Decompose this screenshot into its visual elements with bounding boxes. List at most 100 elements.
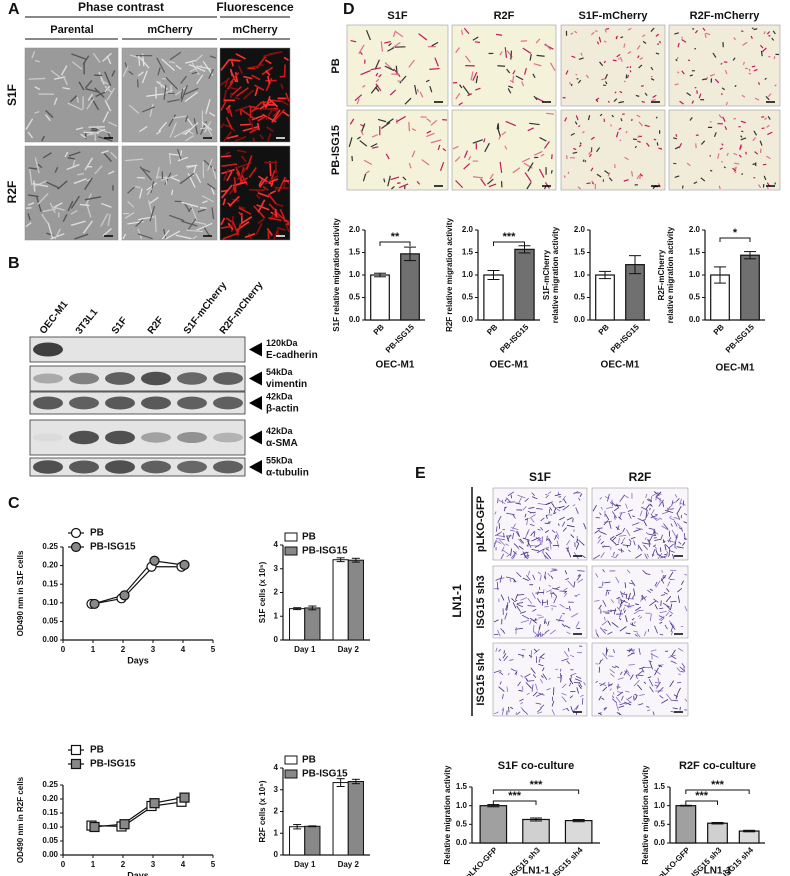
band bbox=[105, 430, 135, 445]
cell bbox=[27, 131, 34, 139]
cell bbox=[574, 121, 578, 125]
cell bbox=[631, 618, 635, 621]
label: *** bbox=[711, 779, 725, 791]
cell bbox=[269, 51, 283, 55]
cell bbox=[458, 102, 463, 106]
cell bbox=[520, 702, 524, 705]
cell bbox=[507, 672, 510, 676]
cell bbox=[674, 494, 678, 498]
cell bbox=[548, 537, 552, 544]
cell bbox=[649, 600, 657, 606]
cell bbox=[421, 159, 430, 166]
cell bbox=[655, 33, 660, 37]
cell bbox=[468, 155, 472, 161]
chart-title: R2F co-culture bbox=[679, 760, 756, 772]
y-tick-label: 4 bbox=[274, 540, 279, 549]
significance-bracket bbox=[685, 800, 718, 805]
cell bbox=[519, 698, 524, 702]
cell bbox=[455, 92, 461, 100]
cell bbox=[640, 598, 643, 602]
cell bbox=[254, 84, 265, 91]
bar bbox=[304, 607, 321, 641]
cell bbox=[668, 544, 674, 549]
cell bbox=[506, 68, 511, 74]
cell bbox=[613, 507, 619, 512]
cell bbox=[273, 229, 279, 240]
cell bbox=[434, 57, 439, 67]
cell bbox=[767, 131, 773, 136]
band bbox=[105, 396, 135, 410]
cell bbox=[616, 596, 620, 600]
cell bbox=[156, 130, 162, 135]
cell bbox=[86, 130, 100, 136]
cell bbox=[549, 62, 556, 71]
cell bbox=[605, 81, 608, 85]
cell bbox=[262, 107, 279, 112]
cell bbox=[500, 628, 504, 632]
cell bbox=[502, 653, 507, 659]
cell bbox=[146, 182, 157, 191]
cell bbox=[763, 175, 767, 181]
cell bbox=[265, 69, 271, 76]
cell bbox=[566, 660, 570, 665]
cell bbox=[653, 598, 659, 603]
cell bbox=[754, 97, 760, 101]
cell bbox=[416, 88, 419, 93]
cell bbox=[732, 57, 736, 61]
cell bbox=[595, 97, 600, 101]
cell bbox=[734, 167, 737, 170]
cell bbox=[677, 595, 680, 603]
cell bbox=[650, 649, 657, 652]
cell bbox=[588, 151, 592, 155]
cell bbox=[658, 615, 665, 621]
cell bbox=[702, 78, 707, 81]
cell bbox=[522, 577, 529, 581]
cell bbox=[499, 681, 502, 685]
y-tick-label: 0.0 bbox=[654, 838, 666, 847]
cell bbox=[226, 80, 234, 90]
cell bbox=[607, 493, 610, 502]
cell bbox=[564, 570, 568, 575]
x-tick-label: 1 bbox=[91, 645, 96, 654]
cell bbox=[646, 553, 649, 558]
bar bbox=[483, 274, 504, 321]
cell bbox=[395, 31, 404, 38]
cell bbox=[664, 624, 668, 630]
cell bbox=[566, 546, 569, 552]
cell bbox=[510, 668, 517, 672]
cell bbox=[186, 229, 204, 233]
cell bbox=[268, 98, 279, 108]
cell bbox=[426, 118, 432, 123]
marker bbox=[149, 798, 160, 809]
cell bbox=[594, 600, 600, 602]
cell bbox=[378, 74, 382, 78]
cell bbox=[577, 79, 582, 84]
cell bbox=[522, 709, 529, 715]
cell bbox=[167, 98, 180, 103]
y-tick-label: 2.0 bbox=[349, 225, 361, 234]
y-axis-label: relative migration activity bbox=[551, 226, 560, 323]
y-tick-label: 0.0 bbox=[456, 838, 468, 847]
band bbox=[33, 460, 63, 474]
cell bbox=[602, 652, 608, 660]
cell bbox=[251, 74, 261, 81]
cell bbox=[192, 220, 207, 225]
cell bbox=[668, 610, 674, 615]
cell bbox=[509, 529, 516, 532]
cell bbox=[135, 185, 141, 189]
cell bbox=[520, 597, 528, 601]
cell bbox=[70, 195, 81, 209]
cell bbox=[668, 654, 676, 658]
cell bbox=[269, 161, 272, 177]
cell bbox=[599, 61, 604, 67]
cell bbox=[505, 120, 517, 127]
cell bbox=[647, 709, 651, 712]
cell bbox=[630, 623, 636, 627]
cell bbox=[522, 47, 532, 54]
x-tick-label: PB-ISG15 bbox=[609, 322, 642, 355]
cell bbox=[129, 54, 143, 60]
cell bbox=[540, 657, 545, 659]
label: mCherry bbox=[147, 24, 193, 36]
cell bbox=[628, 664, 635, 666]
cell bbox=[539, 678, 543, 684]
